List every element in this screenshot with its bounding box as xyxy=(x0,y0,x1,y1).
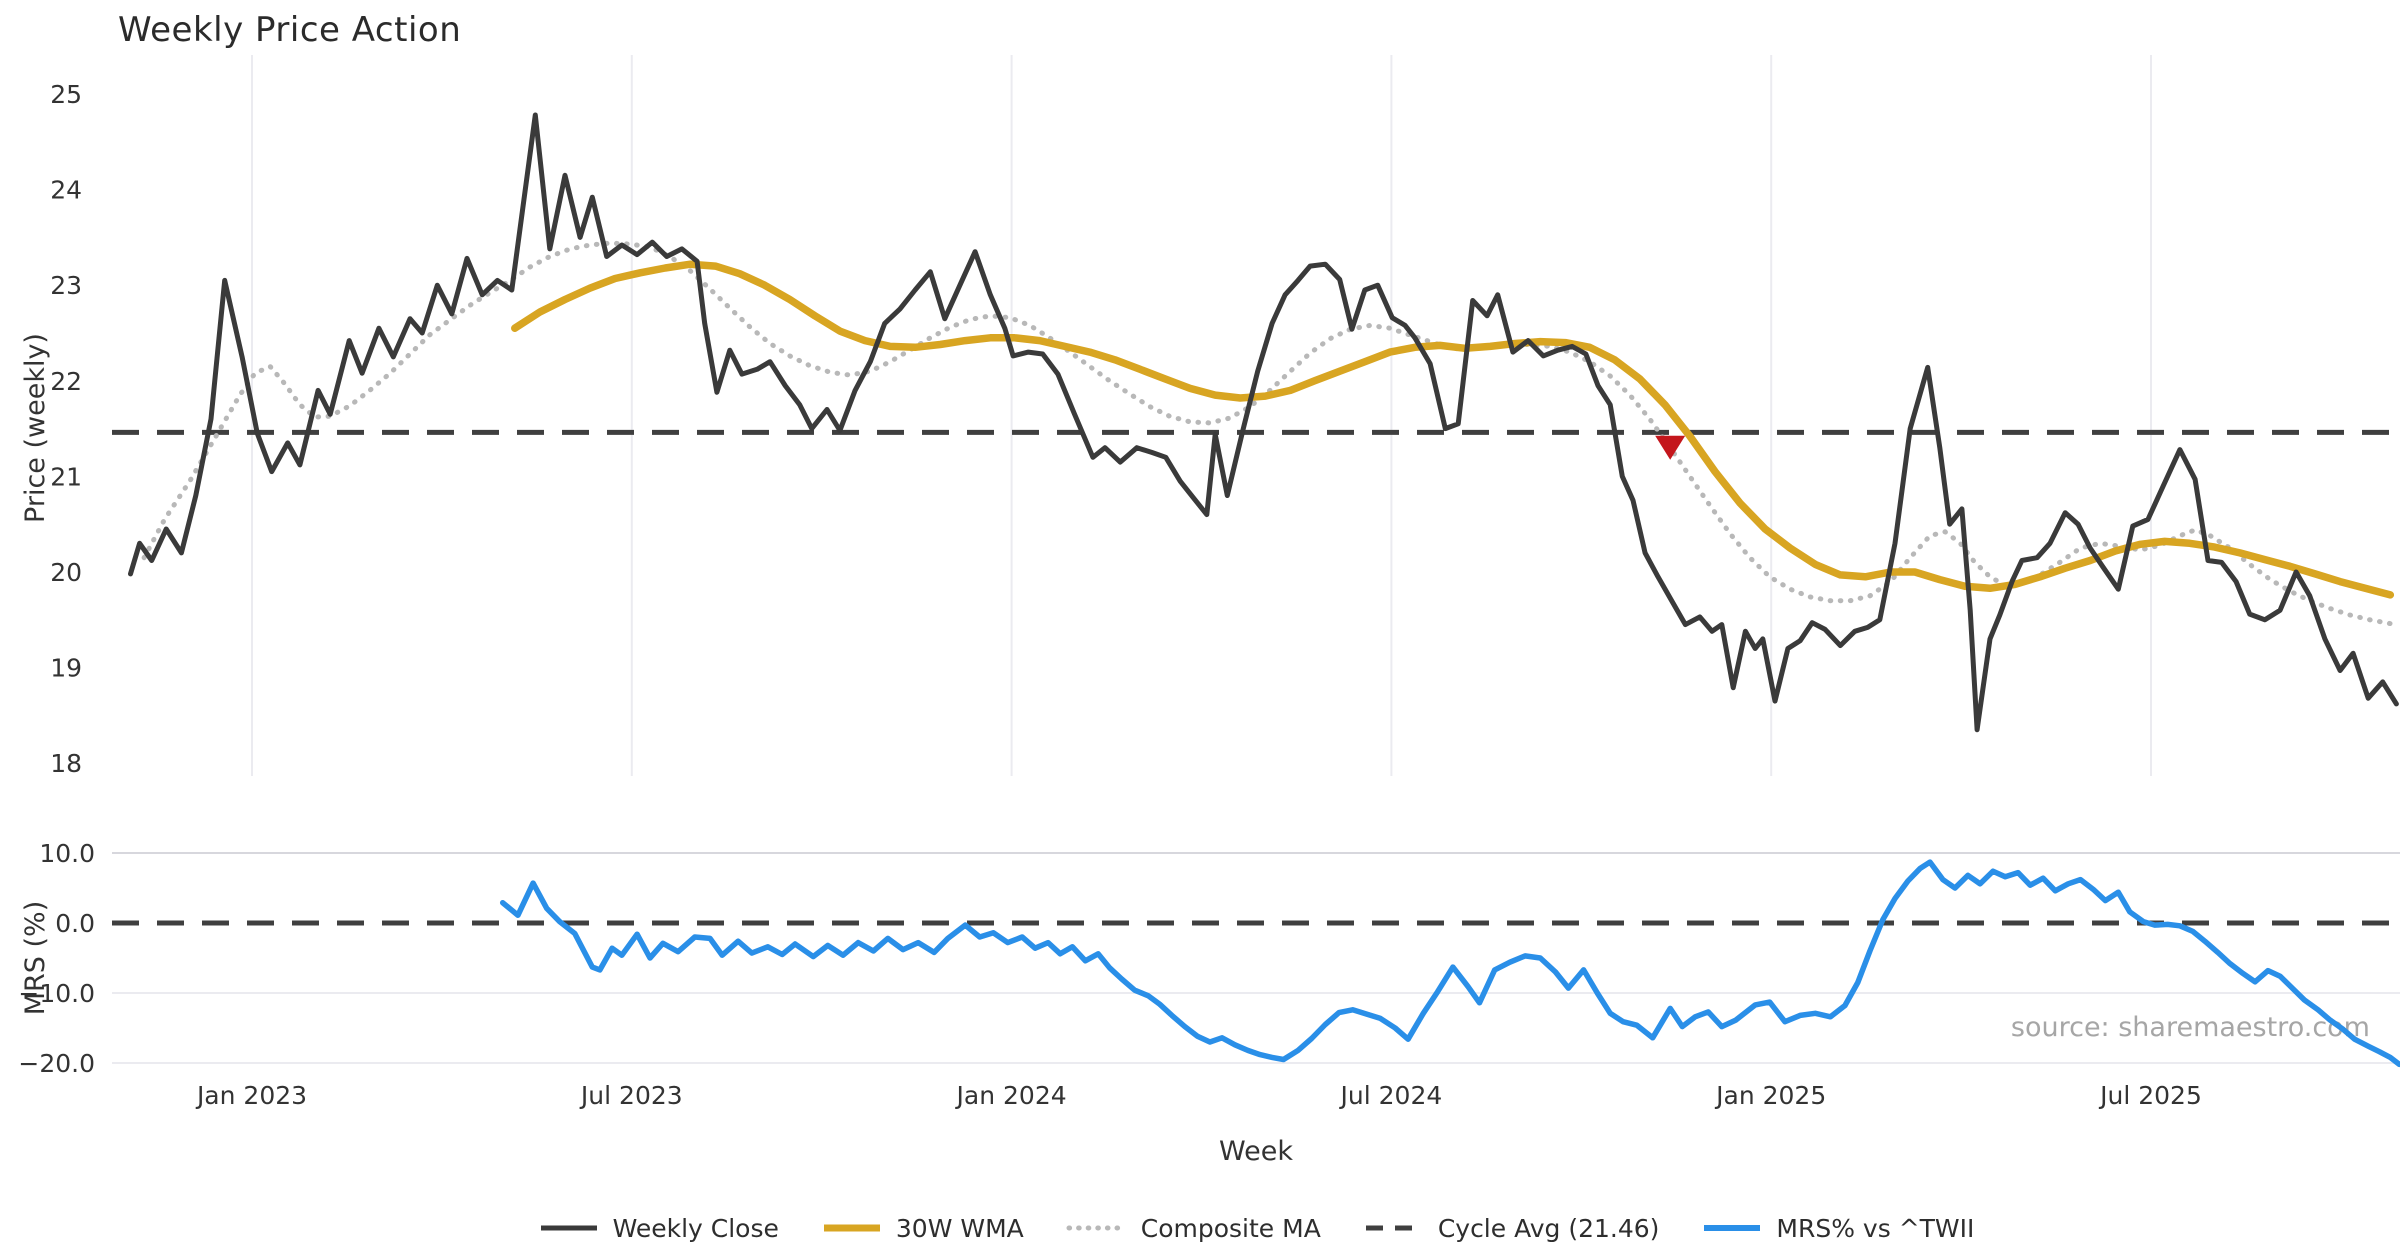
price-y-tick-label: 20 xyxy=(50,558,82,587)
source-note: source: sharemaestro.com xyxy=(2010,1012,2370,1043)
chart-legend: Weekly Close 30W WMA Composite MA Cycle Avg… xyxy=(112,1206,2400,1250)
x-tick-label: Jan 2023 xyxy=(195,1081,307,1110)
legend-item-mrs-vs-twii: MRS% vs ^TWII xyxy=(1701,1214,1974,1243)
legend-label: Weekly Close xyxy=(612,1213,779,1243)
price-y-tick-label: 18 xyxy=(50,749,82,778)
mrs-axis-title: MRS (%) xyxy=(20,901,51,1016)
x-tick-label: Jul 2024 xyxy=(1339,1081,1443,1110)
legend-label: Cycle Avg (21.46) xyxy=(1437,1213,1660,1243)
legend-swatch xyxy=(540,1225,597,1231)
mrs-line xyxy=(499,859,2400,1068)
legend-item-30w-wma: 30W WMA xyxy=(821,1214,1024,1243)
legend-swatch xyxy=(1704,1225,1761,1231)
legend-label: 30W WMA xyxy=(895,1213,1024,1243)
price-y-tick-label: 24 xyxy=(50,176,82,205)
price-y-tick-label: 23 xyxy=(50,271,82,300)
30w-wma-line xyxy=(511,260,2395,599)
legend-swatch xyxy=(823,1224,880,1232)
mrs-y-tick-label: −20.0 xyxy=(18,1049,95,1078)
sell-signal-marker xyxy=(1655,435,1686,460)
legend-swatch xyxy=(1365,1225,1422,1231)
x-tick-label: Jul 2025 xyxy=(2098,1081,2202,1110)
price-y-tick-label: 22 xyxy=(50,367,82,396)
legend-swatch xyxy=(1066,1225,1128,1231)
page-title: Weekly Price Action xyxy=(118,10,462,50)
price-y-tick-label: 21 xyxy=(50,462,82,491)
legend-item-cycle-avg-21-46-: Cycle Avg (21.46) xyxy=(1363,1213,1660,1243)
mrs-y-tick-label: −10.0 xyxy=(18,979,95,1008)
legend-item-weekly-close: Weekly Close xyxy=(538,1214,779,1243)
x-tick-label: Jan 2024 xyxy=(955,1081,1067,1110)
legend-label: Composite MA xyxy=(1140,1213,1321,1243)
legend-label: MRS% vs ^TWII xyxy=(1776,1213,1975,1243)
legend-item-composite-ma: Composite MA xyxy=(1066,1214,1321,1243)
price-y-tick-label: 19 xyxy=(50,654,82,683)
mrs-y-tick-label: 10.0 xyxy=(39,839,95,868)
x-axis-title: Week xyxy=(1219,1136,1293,1167)
weekly-close-line xyxy=(128,112,2399,733)
price-y-tick-label: 25 xyxy=(50,80,82,109)
price-axis-title: Price (weekly) xyxy=(20,333,51,523)
x-tick-label: Jan 2025 xyxy=(1714,1081,1826,1110)
x-tick-label: Jul 2023 xyxy=(579,1081,683,1110)
mrs-y-tick-label: 0.0 xyxy=(55,909,95,938)
